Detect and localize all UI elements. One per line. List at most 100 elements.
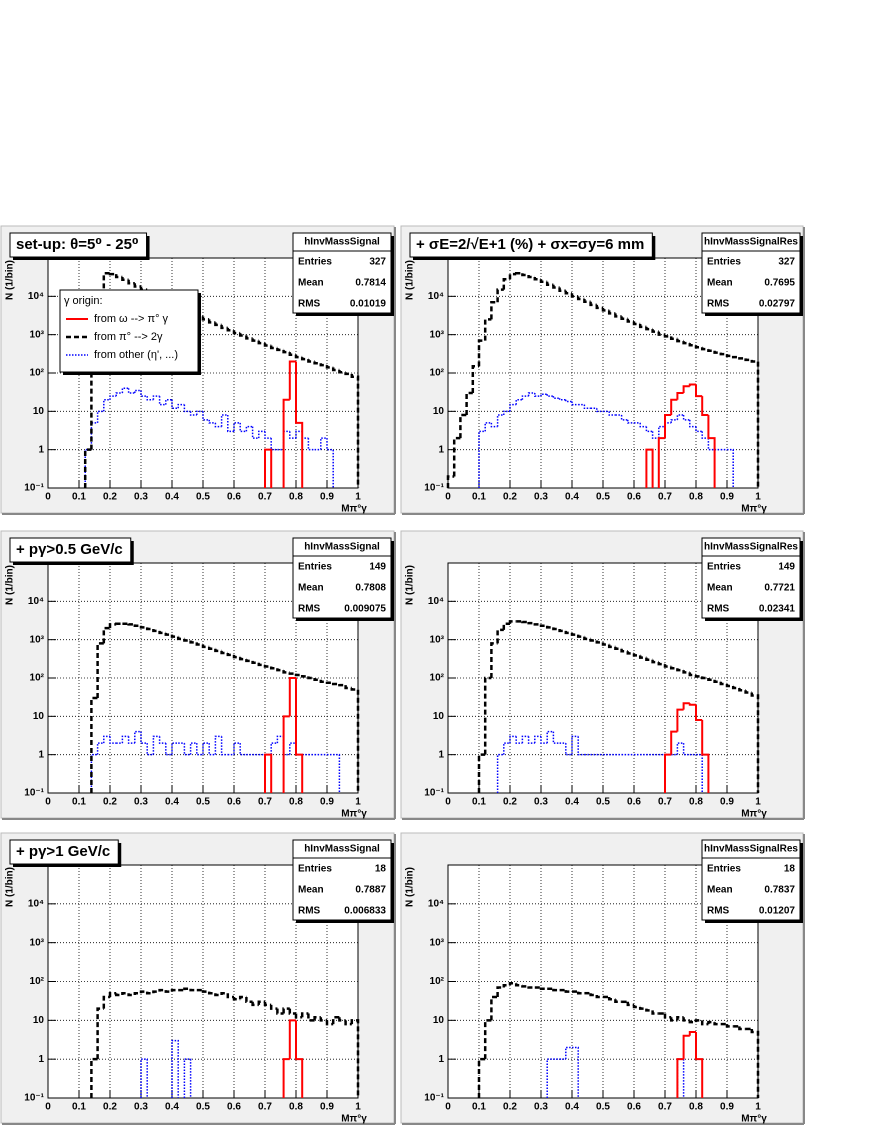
x-tick-label: 0.3: [534, 797, 548, 808]
histogram-bin: [701, 720, 710, 793]
histogram-bin: [682, 670, 690, 674]
histogram-bin: [114, 622, 123, 626]
histogram-bin: [607, 996, 616, 1001]
histogram-bin: [263, 1001, 272, 1007]
histogram-bin: [676, 338, 684, 343]
histogram-bin: [251, 1001, 259, 1007]
stats-box: [292, 537, 392, 619]
histogram-bin: [96, 642, 104, 699]
x-tick-label: 0.5: [596, 797, 610, 808]
histogram-bin: [503, 742, 510, 755]
histogram-bin: [195, 642, 203, 646]
histogram-bin: [645, 1008, 653, 1012]
histogram-bin: [627, 419, 634, 424]
histogram-bin: [83, 448, 92, 488]
histogram-bin: [270, 438, 278, 451]
histogram-bin: [96, 742, 104, 755]
histogram-bin: [576, 991, 585, 995]
histogram-bin: [257, 340, 265, 345]
histogram-bin: [165, 743, 172, 756]
histogram-bin: [251, 338, 259, 342]
histogram-bin: [514, 272, 523, 275]
histogram-bin: [214, 422, 222, 428]
histogram-bin: [238, 657, 247, 661]
stats-label: Mean: [707, 583, 733, 594]
histogram-bin: [694, 674, 703, 678]
y-tick-label: 10: [433, 406, 445, 417]
histogram-bin: [121, 276, 129, 282]
y-axis-label: N (1/bin): [5, 260, 16, 300]
histogram-bin: [521, 735, 529, 744]
histogram-bin: [288, 360, 296, 400]
legend-label: from other (η', ...): [94, 349, 178, 361]
histogram-bin: [564, 990, 572, 993]
histogram-bin: [694, 1019, 703, 1023]
x-tick-label: 0.5: [196, 1102, 210, 1113]
histogram-bin: [477, 1057, 486, 1098]
histogram-bin: [300, 357, 309, 361]
histogram-bin: [552, 988, 560, 992]
histogram-bin: [503, 410, 510, 416]
x-tick-label: 0.5: [196, 492, 210, 503]
x-tick-label: 0.9: [720, 797, 734, 808]
histogram-bin: [226, 993, 234, 999]
y-tick-label: 10²: [430, 368, 445, 379]
histogram-bin: [134, 730, 141, 744]
legend-title: γ origin:: [64, 295, 103, 307]
stats-value: 0.7887: [355, 885, 386, 896]
histogram-bin: [158, 396, 166, 406]
histogram-bin: [682, 743, 690, 756]
histogram-bin: [545, 625, 554, 629]
histogram-bin: [688, 383, 696, 387]
histogram-bin: [669, 336, 678, 341]
legend: [59, 289, 199, 373]
histogram-bin: [632, 321, 641, 326]
histogram-bin: [695, 1032, 704, 1098]
histogram-bin: [565, 1046, 572, 1060]
stats-label: Entries: [298, 864, 332, 875]
x-tick-label: 0.3: [134, 492, 148, 503]
histogram-bin: [276, 668, 284, 672]
histogram-bin: [269, 666, 278, 670]
histogram-bin: [127, 736, 135, 744]
histogram-bin: [639, 422, 647, 428]
x-tick-label: 0: [445, 1102, 451, 1113]
histogram-bin: [288, 1008, 296, 1015]
histogram-bin: [189, 411, 197, 416]
histogram-bin: [576, 296, 585, 301]
histogram-bin: [478, 430, 486, 488]
histogram-bin: [326, 438, 334, 488]
histogram-bin: [307, 438, 315, 451]
histogram-bin: [176, 636, 185, 641]
histogram-bin: [344, 372, 352, 376]
histogram-bin: [509, 735, 517, 744]
y-tick-label: 10: [433, 1015, 445, 1026]
y-tick-label: 10³: [30, 329, 45, 340]
histogram-bin: [282, 349, 290, 354]
chart-title: + σE=2/√E+1 (%) + σx=σy=6 mm: [416, 236, 644, 253]
histogram-bin: [208, 743, 216, 756]
histogram-bin: [626, 651, 634, 655]
x-tick-label: 0.2: [503, 492, 517, 503]
histogram-bin: [232, 996, 241, 1001]
histogram-bin: [508, 982, 517, 986]
y-tick-label: 1: [438, 444, 444, 455]
stats-box: [292, 232, 392, 314]
stats-label: RMS: [707, 604, 730, 615]
x-axis-label: Mπ°γ: [741, 1114, 767, 1125]
y-tick-label: 10⁻¹: [24, 483, 44, 494]
histogram-bin: [127, 623, 135, 626]
y-tick-label: 10³: [30, 937, 45, 948]
x-tick-label: 0.2: [503, 797, 517, 808]
histogram-bin: [676, 708, 684, 732]
histogram-bin: [595, 304, 603, 310]
x-tick-label: 0.6: [227, 797, 241, 808]
histogram-bin: [595, 994, 603, 999]
histogram-bin: [207, 319, 216, 324]
x-tick-label: 0.9: [720, 1102, 734, 1113]
histogram-bin: [232, 654, 241, 659]
y-tick-label: 1: [38, 1054, 44, 1065]
histogram-bin: [539, 279, 548, 284]
y-axis-label: N (1/bin): [405, 867, 416, 907]
stats-label: Mean: [298, 885, 324, 896]
